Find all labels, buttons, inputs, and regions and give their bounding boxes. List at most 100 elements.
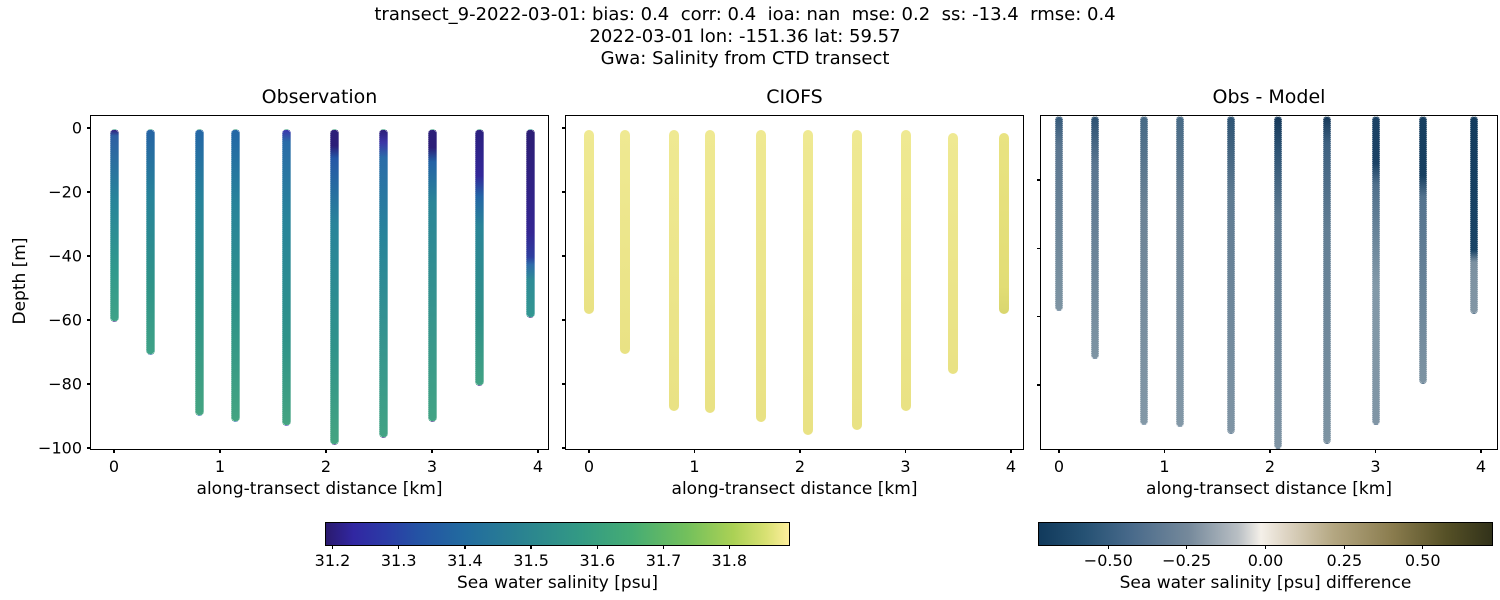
- x-tick-label: 0: [583, 457, 595, 476]
- x-tick-label: 0: [1053, 457, 1065, 476]
- profile-column: [1418, 116, 1427, 385]
- x-tick: [431, 449, 433, 453]
- y-tick: [87, 447, 91, 449]
- colorbar-tick-label: −0.50: [1083, 551, 1133, 570]
- y-tick-label: −100: [38, 438, 82, 458]
- y-tick: [562, 127, 566, 129]
- colorbar-tick: [464, 545, 466, 549]
- profile-column: [900, 129, 911, 412]
- colorbar-tick: [530, 545, 532, 549]
- x-tick: [537, 449, 539, 453]
- profile-column: [195, 128, 205, 416]
- panel-obs-minus-model: Obs - Model along-transect distance [km]…: [1037, 86, 1498, 499]
- colorbar-tick: [1107, 545, 1110, 549]
- colorbar-tick: [331, 545, 334, 549]
- colorbar-tick: [1343, 545, 1346, 549]
- profile-column: [1226, 116, 1235, 434]
- profile-column: [584, 129, 594, 314]
- panel-ciofs-title: CIOFS: [766, 86, 823, 108]
- y-tick: [562, 447, 566, 449]
- profile-column: [526, 128, 536, 319]
- profile-column: [1371, 116, 1380, 426]
- difference-colorbar-label: Sea water salinity [psu] difference: [1119, 573, 1412, 593]
- x-tick-label: 1: [214, 457, 226, 476]
- x-tick: [693, 449, 696, 453]
- colorbar-tick: [662, 545, 665, 549]
- x-tick-label: 3: [900, 457, 911, 476]
- x-tick: [1269, 449, 1271, 453]
- profile-column: [1055, 116, 1063, 312]
- x-tick-label: 4: [1005, 457, 1017, 476]
- panel-obs-minus-model-xlabel: along-transect distance [km]: [1146, 479, 1392, 499]
- colorbar-tick-label: 31.7: [645, 551, 682, 570]
- x-tick: [799, 449, 801, 453]
- profile-column: [705, 129, 716, 413]
- profile-column: [619, 129, 630, 354]
- colorbar-tick-label: 31.8: [711, 551, 748, 570]
- panel-observation-title: Observation: [261, 86, 378, 108]
- x-tick-label: 2: [1264, 457, 1276, 476]
- colorbar-tick: [728, 545, 731, 549]
- y-tick: [1037, 179, 1041, 181]
- y-tick: [87, 255, 91, 257]
- y-tick-label: 0: [71, 118, 82, 138]
- colorbar-tick: [397, 545, 400, 549]
- x-tick: [113, 449, 115, 453]
- y-tick-label: −20: [48, 182, 82, 202]
- y-tick: [87, 383, 91, 385]
- figure-suptitle: transect_9-2022-03-01: bias: 0.4 corr: 0…: [0, 4, 1490, 70]
- profile-column: [475, 128, 485, 386]
- profile-column: [1322, 116, 1331, 445]
- figure-title-variable: Gwa: Salinity from CTD transect: [600, 48, 890, 69]
- colorbar-tick-label: 31.2: [314, 551, 351, 570]
- colorbar-tick-label: 31.6: [579, 551, 616, 570]
- x-tick-label: 3: [1370, 457, 1381, 476]
- x-tick: [904, 449, 907, 453]
- x-tick: [325, 449, 327, 453]
- profile-column: [145, 128, 155, 356]
- colorbar-tick-label: 31.3: [380, 551, 417, 570]
- y-tick: [87, 191, 91, 193]
- y-tick: [1037, 384, 1041, 386]
- x-tick-label: 3: [426, 457, 438, 476]
- profile-column: [1176, 116, 1185, 428]
- x-tick-label: 4: [1475, 457, 1487, 476]
- x-tick: [1374, 449, 1377, 453]
- profile-column: [378, 128, 388, 439]
- panel-observation: Observation along-transect distance [km]…: [38, 86, 549, 499]
- profile-column: [1090, 116, 1099, 359]
- y-tick: [562, 255, 566, 257]
- y-tick-label: −60: [48, 310, 82, 330]
- colorbar-tick-label: 0.00: [1247, 551, 1284, 570]
- x-tick-label: 0: [108, 457, 120, 476]
- profile-column: [669, 129, 680, 412]
- colorbar-tick: [1185, 545, 1188, 549]
- x-tick-label: 2: [320, 457, 332, 476]
- profile-column: [109, 128, 119, 322]
- profile-column: [1140, 116, 1149, 426]
- profile-column: [803, 129, 814, 436]
- y-tick: [1037, 247, 1041, 250]
- panel-ciofs: CIOFS along-transect distance [km] 0 1 2 3 4: [562, 86, 1024, 499]
- profile-column: [998, 132, 1009, 314]
- figure-title-stats: transect_9-2022-03-01: bias: 0.4 corr: 0…: [374, 4, 1116, 25]
- y-tick-label: −80: [48, 374, 82, 394]
- y-tick: [562, 319, 566, 321]
- profile-column: [947, 132, 958, 375]
- y-tick: [87, 319, 91, 321]
- colorbar-tick: [596, 545, 599, 549]
- profile-column: [231, 128, 241, 423]
- panel-obs-minus-model-title: Obs - Model: [1212, 86, 1326, 108]
- x-tick: [1010, 449, 1012, 453]
- colorbar-tick-label: 0.25: [1326, 551, 1363, 570]
- colorbar-tick: [1264, 545, 1267, 549]
- x-tick: [1163, 449, 1166, 453]
- difference-colorbar: Sea water salinity [psu] difference −0.5…: [1038, 522, 1493, 593]
- profile-column: [282, 128, 292, 426]
- figure-title-location: 2022-03-01 lon: -151.36 lat: 59.57: [589, 26, 901, 47]
- panel-ciofs-xlabel: along-transect distance [km]: [671, 479, 918, 499]
- profile-column: [1469, 116, 1478, 314]
- y-tick: [562, 383, 566, 385]
- y-tick: [1037, 315, 1041, 318]
